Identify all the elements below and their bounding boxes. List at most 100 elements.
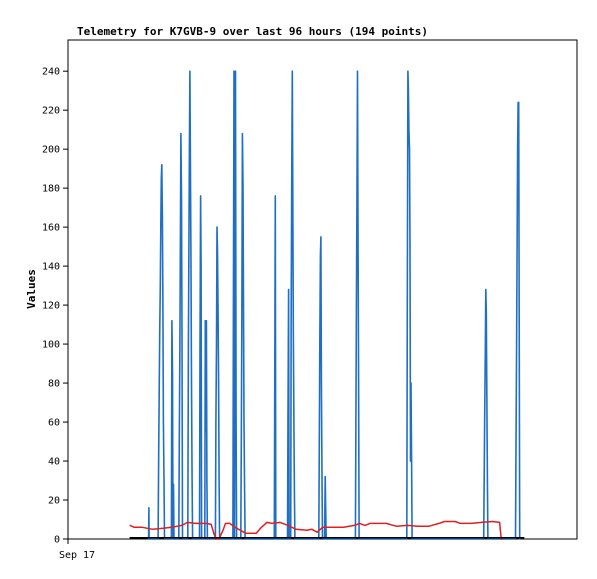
series-0-point-141 xyxy=(518,320,520,322)
series-0-point-99 xyxy=(320,382,322,384)
series-0-point-87 xyxy=(291,187,293,189)
series-0-point-101 xyxy=(321,538,324,540)
series-0-point-131 xyxy=(486,402,488,404)
series-0-point-85 xyxy=(290,538,292,540)
series-0-point-135 xyxy=(515,444,517,446)
series-1-point-12 xyxy=(213,532,215,534)
series-1-point-42 xyxy=(438,522,440,525)
series-0-point-119 xyxy=(408,148,411,150)
series-0-point-128 xyxy=(484,351,486,353)
series-0-point-71 xyxy=(241,133,243,135)
series-0-point-20 xyxy=(172,483,175,485)
series-1-point-43 xyxy=(443,520,445,523)
series-0-point-24 xyxy=(179,343,181,345)
series-1-point-21 xyxy=(260,526,263,528)
series-0-point-1 xyxy=(148,507,150,509)
series-0-point-36 xyxy=(190,265,192,267)
series-0-point-123 xyxy=(411,460,413,462)
series-0-point-105 xyxy=(325,538,327,540)
series-0-point-75 xyxy=(244,489,246,491)
series-0-point-116 xyxy=(407,70,409,72)
series-0-point-40 xyxy=(198,538,201,540)
series-0-point-66 xyxy=(235,421,237,423)
series-0-point-81 xyxy=(286,538,289,540)
x-tick-label-0: Sep 17 xyxy=(59,550,95,561)
series-0-point-94 xyxy=(318,538,320,540)
series-0-point-65 xyxy=(234,70,237,72)
series-0-point-43 xyxy=(200,265,202,267)
series-0-point-92 xyxy=(293,489,295,491)
series-1-point-19 xyxy=(245,532,247,534)
series-0-point-137 xyxy=(516,246,518,248)
series-0-point-42 xyxy=(200,195,202,197)
series-1-point-44 xyxy=(454,520,456,523)
series-0-point-112 xyxy=(358,382,360,384)
series-layer xyxy=(129,70,525,540)
series-1-point-11 xyxy=(210,523,212,526)
series-0-point-93 xyxy=(294,538,296,540)
series-0-point-57 xyxy=(218,382,220,384)
series-0-point-80 xyxy=(275,538,277,540)
series-0-point-55 xyxy=(216,249,219,252)
series-0-point-21 xyxy=(173,538,175,540)
series-1-point-7 xyxy=(181,524,183,527)
series-1-point-27 xyxy=(306,529,308,531)
series-1-point-15 xyxy=(222,528,224,530)
series-0-point-127 xyxy=(484,413,486,415)
series-0-point-96 xyxy=(319,343,321,345)
series-0-point-49 xyxy=(206,479,208,482)
series-0-point-79 xyxy=(274,195,276,197)
y-tick-label-2: 40 xyxy=(48,457,60,468)
series-0-point-8 xyxy=(160,226,162,228)
series-0-point-126 xyxy=(483,476,485,478)
series-0-point-82 xyxy=(287,413,289,415)
series-0-point-121 xyxy=(409,460,412,462)
series-0-point-76 xyxy=(244,538,246,540)
series-0-point-129 xyxy=(485,288,487,291)
y-tick-label-9: 180 xyxy=(42,184,60,195)
series-0-point-35 xyxy=(189,177,192,179)
series-0-point-48 xyxy=(205,320,207,322)
x-axis-ticks: Sep 17 xyxy=(59,539,95,561)
series-0-point-122 xyxy=(410,382,412,384)
series-0-point-41 xyxy=(199,353,201,355)
series-1-point-49 xyxy=(499,521,501,524)
series-1-point-25 xyxy=(287,524,289,527)
series-1-point-6 xyxy=(176,525,178,527)
series-0-point-13 xyxy=(162,421,164,423)
y-tick-label-3: 60 xyxy=(48,418,60,429)
series-0-point-124 xyxy=(411,538,413,540)
series-1-point-47 xyxy=(481,521,483,524)
series-1-point-45 xyxy=(459,522,461,525)
series-0-point-38 xyxy=(191,479,193,482)
series-1-point-0 xyxy=(129,524,131,527)
series-0-point-47 xyxy=(205,431,207,433)
series-1-point-40 xyxy=(417,525,419,527)
series-1-point-10 xyxy=(205,522,207,525)
series-0-point-108 xyxy=(355,304,357,306)
series-0-point-64 xyxy=(234,304,236,306)
series-1-point-35 xyxy=(364,524,366,527)
y-tick-label-1: 20 xyxy=(48,496,60,507)
series-1-point-29 xyxy=(316,531,318,533)
series-1-point-32 xyxy=(343,526,345,528)
series-0-point-109 xyxy=(356,187,358,189)
series-0-point-134 xyxy=(514,538,517,540)
series-1-point-13 xyxy=(215,538,217,540)
series-1-point-50 xyxy=(500,538,502,540)
series-0-point-19 xyxy=(172,538,174,540)
series-0-point-70 xyxy=(241,304,243,306)
y-tick-label-6: 120 xyxy=(42,301,60,312)
series-0-point-97 xyxy=(319,255,321,257)
series-0-point-95 xyxy=(318,444,320,446)
series-0-point-68 xyxy=(240,538,242,540)
series-0-point-120 xyxy=(409,246,411,248)
series-0-point-117 xyxy=(407,90,409,92)
series-0-point-50 xyxy=(206,538,208,540)
series-0-point-88 xyxy=(291,70,293,72)
series-0-point-67 xyxy=(236,538,238,540)
series-1-point-41 xyxy=(427,525,430,527)
series-1-point-34 xyxy=(359,522,361,525)
series-1-point-46 xyxy=(470,522,472,525)
series-1-point-4 xyxy=(162,527,164,529)
